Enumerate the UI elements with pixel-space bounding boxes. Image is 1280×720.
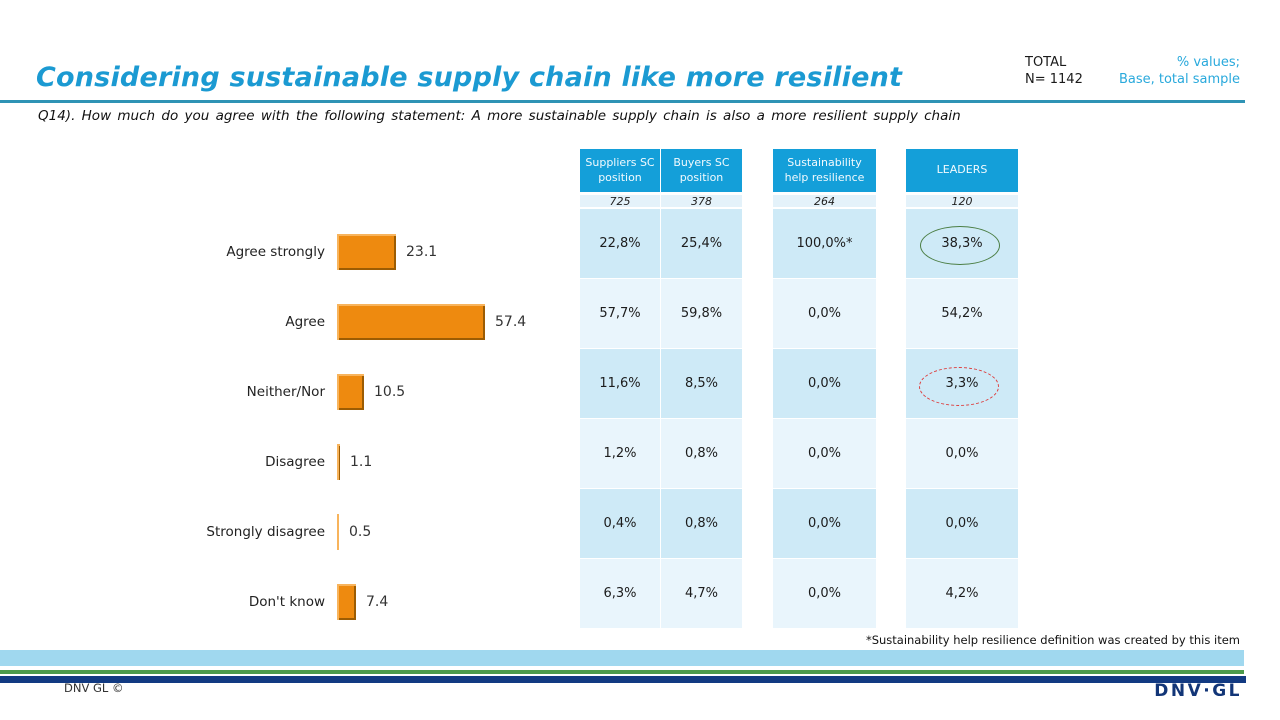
values-note-line2: Base, total sample (1118, 72, 1240, 87)
column-header: Suppliers SC position (580, 149, 660, 192)
chart-category-label: Agree strongly (226, 244, 325, 260)
table-cell: 0,0% (773, 419, 876, 488)
question-text: Q14). How much do you agree with the fol… (38, 108, 961, 124)
column-header: Sustainability help resilience (773, 149, 876, 192)
table-cell: 59,8% (661, 279, 742, 348)
table-cell: 11,6% (580, 349, 660, 418)
total-label: TOTAL (1025, 55, 1067, 70)
decorative-stripe-green (0, 670, 1244, 674)
table-cell: 0,0% (906, 419, 1018, 488)
column-base-n: 378 (661, 195, 742, 208)
table-cell: 57,7% (580, 279, 660, 348)
table-cell: 3,3% (906, 349, 1018, 418)
bar-dont-know (337, 584, 356, 620)
page-title: Considering sustainable supply chain lik… (36, 62, 903, 93)
footnote: *Sustainability help resilience definiti… (865, 633, 1240, 647)
table-column-suppliers: Suppliers SC position 725 22,8% 57,7% 11… (580, 149, 660, 629)
table-cell: 0,0% (906, 489, 1018, 558)
table-cell: 8,5% (661, 349, 742, 418)
table-cell: 25,4% (661, 209, 742, 278)
bar-agree-strongly (337, 234, 396, 270)
values-note-line1: % values; (1176, 55, 1240, 70)
chart-category-label: Don't know (248, 594, 325, 610)
chart-category-label: Agree (285, 314, 325, 330)
values-note: % values; Base, total sample (1119, 54, 1240, 88)
chart-row: Agree 57.4 (36, 287, 576, 357)
table-column-sustainability: Sustainability help resilience 264 100,0… (773, 149, 876, 629)
column-base-n: 264 (773, 195, 876, 208)
chart-row: Strongly disagree 0.5 (36, 497, 576, 567)
chart-row: Neither/Nor 10.5 (36, 357, 576, 427)
table-cell: 0,0% (773, 559, 876, 628)
table-cell: 0,0% (773, 349, 876, 418)
chart-category-label: Neither/Nor (246, 384, 325, 400)
chart-row: Agree strongly 23.1 (36, 217, 576, 287)
table-cell: 0,8% (661, 419, 742, 488)
bar-value-label: 1.1 (350, 454, 373, 470)
column-header: Buyers SC position (661, 149, 742, 192)
table-cell: 0,8% (661, 489, 742, 558)
column-header: LEADERS (906, 149, 1018, 192)
table-column-buyers: Buyers SC position 378 25,4% 59,8% 8,5% … (661, 149, 742, 629)
bar-chart: Agree strongly 23.1 Agree 57.4 Neither/N… (36, 217, 576, 637)
copyright-text: DNV GL © (64, 681, 124, 695)
bar-value-label: 23.1 (406, 244, 438, 260)
total-sample-block: TOTAL N= 1142 (1025, 54, 1083, 88)
table-cell: 1,2% (580, 419, 660, 488)
table-cell: 0,4% (580, 489, 660, 558)
column-base-n: 725 (580, 195, 660, 208)
bar-value-label: 7.4 (366, 594, 389, 610)
table-cell: 0,0% (773, 489, 876, 558)
chart-category-label: Strongly disagree (206, 524, 325, 540)
table-cell: 0,0% (773, 279, 876, 348)
bar-strongly-disagree (337, 514, 339, 550)
table-cell: 4,7% (661, 559, 742, 628)
decorative-stripe-navy (0, 676, 1246, 683)
table-cell: 6,3% (580, 559, 660, 628)
table-column-leaders: LEADERS 120 38,3% 54,2% 3,3% 0,0% 0,0% 4… (906, 149, 1018, 629)
chart-row: Disagree 1.1 (36, 427, 576, 497)
table-cell: 54,2% (906, 279, 1018, 348)
bar-disagree (337, 444, 340, 480)
bar-neither-nor (337, 374, 364, 410)
bar-value-label: 0.5 (349, 524, 372, 540)
table-cell: 22,8% (580, 209, 660, 278)
chart-category-label: Disagree (265, 454, 325, 470)
table-cell: 100,0%* (773, 209, 876, 278)
column-base-n: 120 (906, 195, 1018, 208)
table-cell: 4,2% (906, 559, 1018, 628)
chart-row: Don't know 7.4 (36, 567, 576, 637)
dnv-gl-logo: DNV·GL (1154, 681, 1242, 701)
decorative-stripe-lightblue (0, 650, 1244, 666)
bar-agree (337, 304, 485, 340)
title-divider (0, 100, 1245, 103)
bar-value-label: 57.4 (495, 314, 527, 330)
bar-value-label: 10.5 (374, 384, 406, 400)
total-n: N= 1142 (1025, 72, 1083, 87)
table-cell: 38,3% (906, 209, 1018, 278)
